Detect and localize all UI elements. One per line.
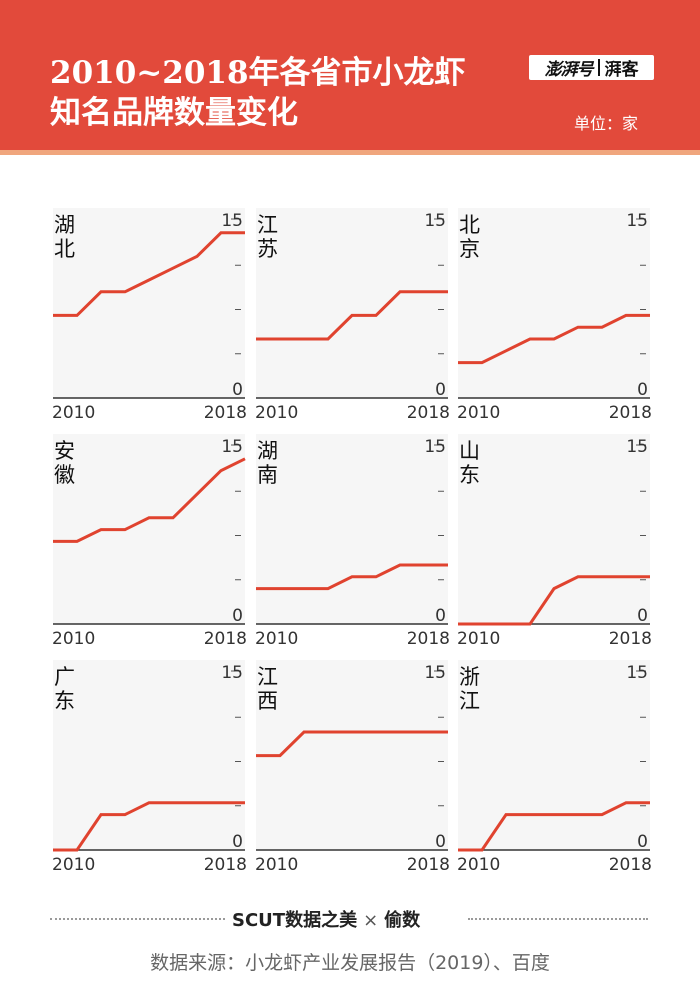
x-tick-label-end: 2018	[609, 403, 652, 423]
x-tick-label-start: 2010	[52, 629, 95, 649]
x-tick-label-end: 2018	[609, 855, 652, 875]
panel-background	[256, 208, 448, 398]
x-tick-label-end: 2018	[204, 855, 247, 875]
x-tick-label-start: 2010	[457, 629, 500, 649]
panel-background	[458, 660, 650, 850]
footer-brand: SCUT数据之美 × 偷数	[232, 906, 420, 932]
province-label: 北	[459, 213, 480, 237]
footer-brand-separator: ×	[363, 910, 379, 931]
panel-background	[256, 660, 448, 850]
province-label: 广	[54, 665, 75, 689]
unit-label: 单位：家	[574, 114, 639, 133]
panel-background	[53, 434, 245, 624]
x-tick-label-end: 2018	[407, 403, 450, 423]
x-tick-label-end: 2018	[609, 629, 652, 649]
series-line	[256, 290, 448, 341]
logo-divider	[597, 59, 600, 76]
panel-background	[53, 660, 245, 850]
series-line	[256, 563, 448, 591]
y-tick-label-min: 0	[435, 380, 446, 400]
y-tick-label-min: 0	[637, 606, 648, 626]
series-line	[256, 730, 448, 758]
y-tick-label-max: 15	[221, 211, 243, 231]
x-tick-label-start: 2010	[255, 403, 298, 423]
x-tick-label-start: 2010	[255, 629, 298, 649]
province-label: 湖	[257, 439, 278, 463]
footer-divider-right	[468, 918, 648, 920]
panel-background	[458, 434, 650, 624]
y-tick-label-min: 0	[435, 832, 446, 852]
series-line	[53, 801, 245, 852]
series-line	[53, 457, 246, 543]
header-accent-strip	[0, 150, 700, 155]
x-tick-label-start: 2010	[52, 855, 95, 875]
province-label: 东	[54, 689, 75, 713]
y-tick-label-min: 0	[232, 606, 243, 626]
x-tick-label-end: 2018	[204, 629, 247, 649]
y-tick-label-max: 15	[626, 663, 648, 683]
province-label: 浙	[459, 665, 480, 689]
y-tick-label-max: 15	[221, 663, 243, 683]
series-line	[458, 575, 650, 626]
series-line	[458, 313, 650, 365]
y-tick-label-max: 15	[626, 437, 648, 457]
x-tick-label-start: 2010	[457, 403, 500, 423]
y-tick-label-max: 15	[424, 437, 446, 457]
page-title-line2: 知名品牌数量变化	[50, 95, 298, 131]
province-label: 山	[459, 439, 480, 463]
data-source: 数据来源：小龙虾产业发展报告（2019）、百度	[150, 952, 550, 974]
province-label: 苏	[257, 237, 278, 261]
x-tick-label-end: 2018	[407, 855, 450, 875]
logo-right-text: 湃客	[604, 60, 639, 80]
series-line	[53, 231, 245, 317]
y-tick-label-min: 0	[435, 606, 446, 626]
logo-left-text: 澎湃号	[544, 60, 594, 80]
province-label: 江	[257, 213, 278, 237]
province-label: 西	[257, 689, 278, 713]
y-tick-label-min: 0	[637, 832, 648, 852]
y-tick-label-min: 0	[232, 832, 243, 852]
y-tick-label-max: 15	[424, 663, 446, 683]
x-tick-label-end: 2018	[204, 403, 247, 423]
y-tick-label-max: 15	[626, 211, 648, 231]
province-label: 江	[459, 689, 480, 713]
province-label: 北	[54, 237, 75, 261]
series-line	[458, 801, 650, 852]
footer-brand-right: 偷数	[384, 910, 421, 931]
x-tick-label-start: 2010	[457, 855, 500, 875]
x-tick-label-start: 2010	[52, 403, 95, 423]
province-label: 东	[459, 463, 480, 487]
publisher-logo: 澎湃号 湃客	[529, 55, 654, 80]
province-label: 南	[257, 463, 278, 487]
province-label: 徽	[54, 463, 75, 487]
x-tick-label-end: 2018	[407, 629, 450, 649]
province-label: 京	[459, 237, 480, 261]
province-label: 江	[257, 665, 278, 689]
x-tick-label-start: 2010	[255, 855, 298, 875]
footer-brand-left: SCUT数据之美	[232, 910, 358, 931]
panel-background	[458, 208, 650, 398]
province-label: 安	[54, 439, 75, 463]
y-tick-label-max: 15	[221, 437, 243, 457]
y-tick-label-min: 0	[232, 380, 243, 400]
panel-background	[256, 434, 448, 624]
y-tick-label-min: 0	[637, 380, 648, 400]
page-title-line1: 2010~2018年各省市小龙虾	[50, 55, 466, 91]
footer-divider-left	[50, 918, 225, 920]
y-tick-label-max: 15	[424, 211, 446, 231]
province-label: 湖	[54, 213, 75, 237]
